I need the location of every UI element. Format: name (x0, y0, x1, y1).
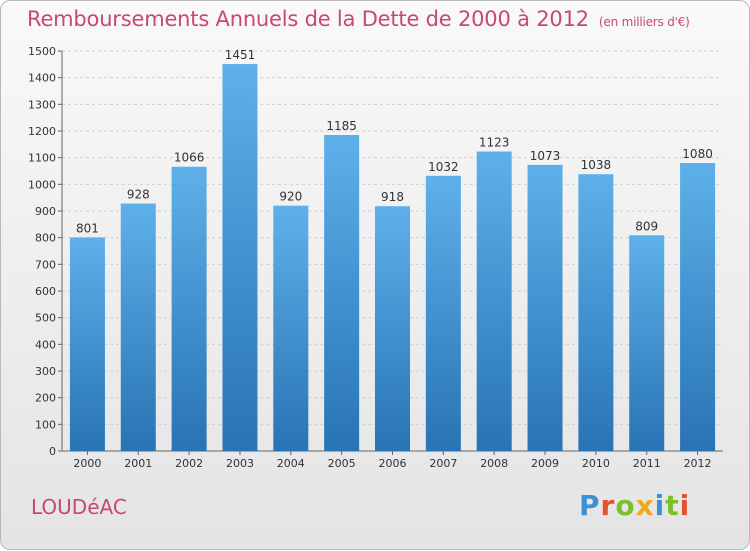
data-label: 920 (279, 190, 302, 204)
y-tick-label: 1400 (28, 72, 56, 85)
x-tick-label: 2001 (124, 457, 152, 470)
data-label: 801 (76, 221, 99, 235)
x-tick-label: 2011 (633, 457, 661, 470)
bar (171, 166, 207, 451)
y-tick-label: 1200 (28, 125, 56, 138)
data-label: 1066 (174, 151, 205, 165)
bar (680, 163, 716, 451)
bar (629, 235, 665, 451)
y-tick-label: 0 (49, 445, 56, 458)
x-tick-label: 2004 (277, 457, 305, 470)
data-label: 1032 (428, 160, 459, 174)
data-label: 1185 (326, 119, 357, 133)
x-tick-label: 2003 (226, 457, 254, 470)
y-tick-label: 200 (35, 392, 56, 405)
x-tick-label: 2000 (73, 457, 101, 470)
bar (69, 237, 105, 451)
data-label: 1073 (530, 149, 561, 163)
y-tick-label: 400 (35, 338, 56, 351)
y-tick-label: 300 (35, 365, 56, 378)
logo-letter: i (679, 489, 691, 522)
data-label: 1038 (581, 158, 612, 172)
y-tick-label: 1100 (28, 152, 56, 165)
x-tick-label: 2012 (684, 457, 712, 470)
y-tick-label: 500 (35, 312, 56, 325)
bar (527, 164, 563, 451)
y-tick-label: 100 (35, 418, 56, 431)
y-tick-label: 1300 (28, 98, 56, 111)
logo-letter: i (654, 489, 666, 522)
bar (222, 64, 258, 452)
logo-letter: o (615, 489, 636, 522)
y-tick-label: 1000 (28, 178, 56, 191)
y-tick-label: 1500 (28, 45, 56, 58)
x-tick-label: 2008 (480, 457, 508, 470)
bar (476, 151, 512, 452)
bar (273, 205, 309, 451)
town-name: LOUDéAC (31, 495, 127, 519)
chart-subtitle: (en milliers d'€) (598, 15, 690, 29)
logo-letter: t (665, 489, 680, 522)
chart-title: Remboursements Annuels de la Dette de 20… (27, 7, 690, 31)
data-label: 809 (635, 219, 658, 233)
logo-letter: r (600, 489, 616, 522)
y-tick-label: 600 (35, 285, 56, 298)
data-label: 1451 (225, 48, 256, 62)
data-label: 1123 (479, 136, 510, 150)
bar (578, 174, 614, 451)
y-tick-label: 900 (35, 205, 56, 218)
data-label: 918 (381, 190, 404, 204)
bar (375, 206, 410, 451)
x-tick-label: 2010 (582, 457, 610, 470)
logo-letter: P (579, 489, 601, 522)
bar (324, 135, 360, 451)
bar (425, 175, 461, 452)
y-tick-label: 700 (35, 258, 56, 271)
data-label: 928 (127, 188, 150, 202)
data-label: 1080 (682, 147, 713, 161)
proxiti-logo: Proxiti (579, 489, 690, 522)
x-tick-label: 2009 (531, 457, 559, 470)
logo-letter: x (635, 489, 655, 522)
y-tick-label: 800 (35, 232, 56, 245)
x-tick-label: 2006 (379, 457, 407, 470)
x-tick-label: 2002 (175, 457, 203, 470)
bar (120, 203, 156, 451)
x-tick-label: 2007 (429, 457, 457, 470)
x-tick-label: 2005 (328, 457, 356, 470)
